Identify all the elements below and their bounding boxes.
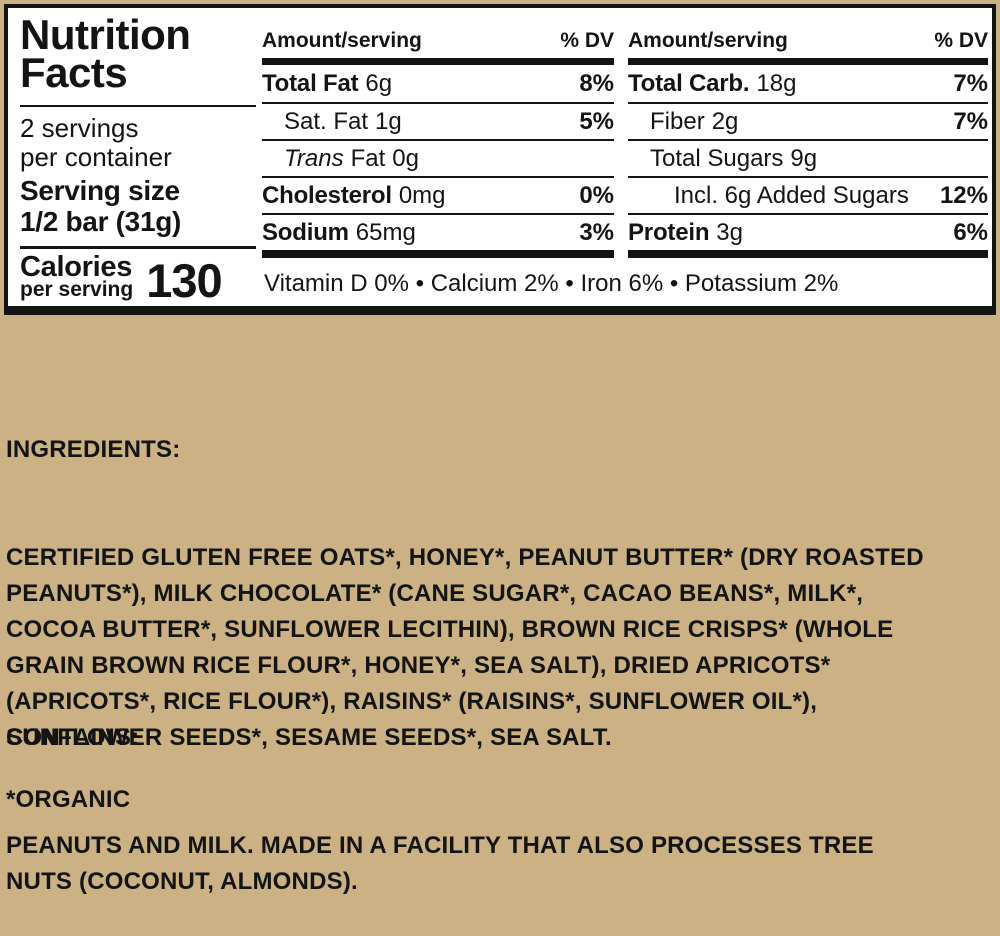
nutrient-amount: 3g [716,218,743,246]
nutrient-row-trans-fat: Trans Fat 0g [262,139,614,176]
thick-divider-bar [628,250,988,258]
nutrition-facts-panel: Nutrition Facts 2 servings per container… [4,4,996,315]
nutrient-amount: 9g [790,144,818,172]
nutrient-table-carb-column: Amount/serving % DV Total Carb. 18g 7% F… [628,8,988,258]
nutrient-name: Cholesterol [262,181,392,209]
nutrient-row-sat-fat: Sat. Fat 1g 5% [262,102,614,139]
nutrient-dv: 0% [579,181,614,209]
calories-label: Calories [20,251,133,283]
calories-sublabel: per serving [20,278,134,301]
nutrient-name: Total Fat [262,69,359,97]
nutrient-name: Fat [350,144,386,172]
nutrient-row-fiber: Fiber 2g 7% [628,102,988,139]
nutrient-dv: 6% [953,218,988,246]
nutrient-amount: 2g [711,107,739,135]
nutrient-name: Total Carb. [628,69,750,97]
divider [20,246,256,249]
contains-heading: CONTAINS: [6,724,140,751]
thick-divider-bar [262,250,614,258]
nutrient-dv: 5% [579,107,614,135]
ingredients-section: INGREDIENTS: CERTIFIED GLUTEN FREE OATS*… [6,360,998,792]
thick-divider-bar [628,58,988,65]
nutrient-dv: 7% [953,69,988,97]
nutrient-amount: 1g [375,107,402,135]
nutrient-name: Total Sugars [650,144,784,172]
nutrient-row-added-sugars: Incl. 6g Added Sugars 12% [628,176,988,213]
ingredients-text: CERTIFIED GLUTEN FREE OATS*, HONEY*, PEA… [6,544,924,751]
nutrient-row-protein: Protein 3g 6% [628,213,988,250]
thick-divider-bar [262,58,614,65]
nutrient-dv: 7% [953,107,988,135]
nutrient-name-italic: Trans [284,144,344,172]
micronutrients-line: Vitamin D 0% • Calcium 2% • Iron 6% • Po… [264,270,839,297]
amount-serving-header: Amount/serving [628,29,788,52]
nutrition-facts-left-column: Nutrition Facts 2 servings per container… [20,11,256,307]
percent-dv-header: % DV [934,29,988,52]
organic-footnote: *ORGANIC [6,786,131,813]
serving-size: Serving size 1/2 bar (31g) [20,175,182,237]
nutrient-name: Protein [628,218,710,246]
nutrient-table-fat-column: Amount/serving % DV Total Fat 6g 8% Sat.… [262,8,614,258]
nutrient-rows: Total Fat 6g 8% Sat. Fat 1g 5% Trans Fat… [262,65,614,250]
contains-text: PEANUTS AND MILK. MADE IN A FACILITY THA… [6,832,874,895]
calories-value: 130 [146,254,222,307]
nutrient-amount: 65mg [355,218,416,246]
table-header: Amount/serving % DV [262,8,614,53]
nutrient-amount: 18g [756,69,797,97]
nutrient-rows: Total Carb. 18g 7% Fiber 2g 7% Total Sug… [628,65,988,250]
nutrition-facts-title: Nutrition Facts [20,11,191,96]
nutrient-row-cholesterol: Cholesterol 0mg 0% [262,176,614,213]
nutrient-dv: 3% [579,218,614,246]
table-header: Amount/serving % DV [628,8,988,53]
nutrient-row-total-carb: Total Carb. 18g 7% [628,65,988,102]
divider [20,105,256,107]
nutrient-dv: 8% [579,69,614,97]
nutrient-dv: 12% [939,181,988,209]
amount-serving-header: Amount/serving [262,29,422,52]
ingredients-heading: INGREDIENTS: [6,436,181,463]
calories-row: Calories per serving 130 [20,251,256,307]
nutrient-row-total-sugars: Total Sugars 9g [628,139,988,176]
servings-per-container: 2 servings per container [20,113,172,172]
calories-labels: Calories per serving [20,251,134,301]
nutrient-name: Sat. Fat [284,107,369,135]
nutrient-name: Sodium [262,218,349,246]
nutrient-amount: 0mg [398,181,446,209]
nutrient-amount: 0g [392,144,419,172]
nutrient-row-total-fat: Total Fat 6g 8% [262,65,614,102]
percent-dv-header: % DV [560,29,614,52]
nutrient-name: Fiber [650,107,705,135]
nutrient-name: Incl. 6g Added Sugars [674,181,909,209]
nutrient-row-sodium: Sodium 65mg 3% [262,213,614,250]
nutrient-amount: 6g [365,69,393,97]
